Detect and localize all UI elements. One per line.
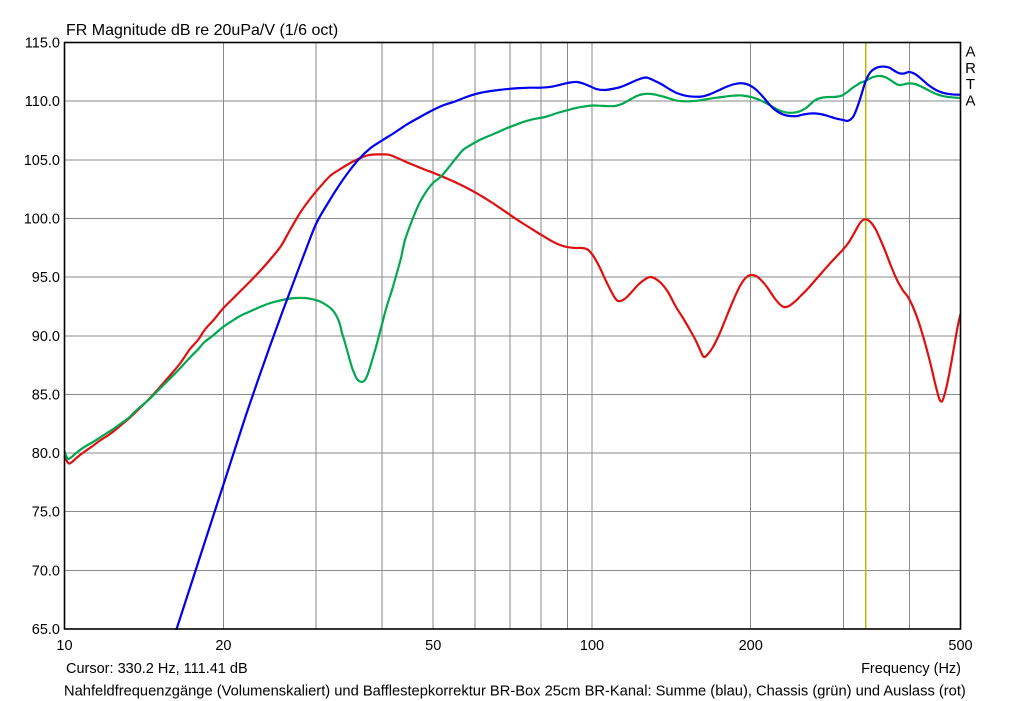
svg-text:R: R (965, 60, 976, 77)
svg-text:85.0: 85.0 (32, 387, 60, 403)
svg-text:115.0: 115.0 (25, 36, 60, 52)
svg-text:FR Magnitude dB re 20uPa/V (1/: FR Magnitude dB re 20uPa/V (1/6 oct) (66, 22, 338, 39)
svg-text:A: A (965, 92, 975, 109)
svg-text:100: 100 (580, 638, 604, 654)
svg-text:65.0: 65.0 (32, 622, 60, 638)
svg-text:80.0: 80.0 (32, 446, 60, 462)
svg-text:T: T (966, 76, 975, 93)
svg-text:75.0: 75.0 (32, 505, 60, 521)
svg-text:100.0: 100.0 (24, 211, 60, 227)
svg-text:A: A (965, 44, 975, 61)
svg-text:95.0: 95.0 (32, 270, 60, 286)
svg-text:50: 50 (425, 638, 441, 654)
svg-text:10: 10 (56, 638, 72, 654)
svg-text:200: 200 (739, 638, 763, 654)
svg-text:70.0: 70.0 (32, 563, 60, 579)
svg-text:500: 500 (948, 638, 972, 654)
svg-text:110.0: 110.0 (25, 94, 60, 110)
svg-text:Nahfeldfrequenzgänge (Volumens: Nahfeldfrequenzgänge (Volumenskaliert) u… (64, 684, 966, 700)
svg-text:Cursor: 330.2 Hz, 111.41 dB: Cursor: 330.2 Hz, 111.41 dB (66, 661, 248, 677)
svg-text:105.0: 105.0 (24, 153, 60, 169)
svg-text:20: 20 (215, 638, 231, 654)
svg-text:Frequency (Hz): Frequency (Hz) (861, 661, 961, 677)
svg-text:90.0: 90.0 (32, 329, 60, 345)
